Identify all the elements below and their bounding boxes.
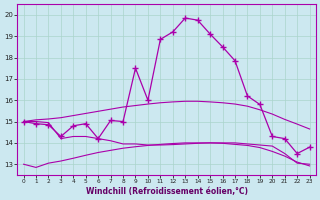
X-axis label: Windchill (Refroidissement éolien,°C): Windchill (Refroidissement éolien,°C) xyxy=(85,187,248,196)
